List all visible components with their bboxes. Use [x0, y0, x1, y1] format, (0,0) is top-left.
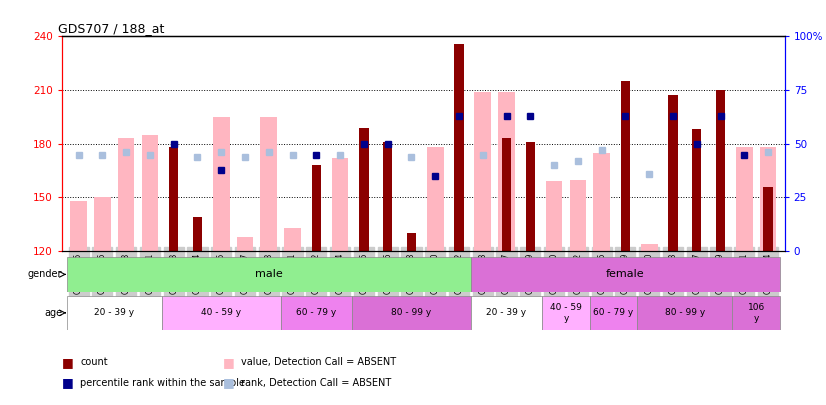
Bar	[118, 139, 135, 251]
Bar	[733, 296, 780, 330]
Bar	[237, 237, 254, 251]
Bar	[668, 96, 677, 251]
Text: rank, Detection Call = ABSENT: rank, Detection Call = ABSENT	[241, 378, 392, 388]
Bar	[546, 181, 563, 251]
Bar	[760, 147, 776, 251]
Bar	[67, 257, 471, 292]
Bar	[570, 179, 586, 251]
Bar	[169, 147, 178, 251]
Text: ■: ■	[223, 376, 235, 389]
Bar	[284, 228, 301, 251]
Bar	[213, 117, 230, 251]
Bar	[692, 130, 701, 251]
Bar	[620, 81, 630, 251]
Text: female: female	[606, 269, 645, 279]
Text: 60 - 79 y: 60 - 79 y	[593, 308, 634, 318]
Bar	[67, 296, 162, 330]
Bar	[311, 165, 321, 251]
Text: GDS707 / 188_at: GDS707 / 188_at	[59, 22, 164, 35]
Bar	[352, 296, 471, 330]
Bar	[498, 92, 515, 251]
Bar	[94, 198, 111, 251]
Bar	[716, 90, 725, 251]
Bar	[736, 147, 752, 251]
Text: percentile rank within the sample: percentile rank within the sample	[80, 378, 245, 388]
Bar	[474, 92, 491, 251]
Bar	[501, 139, 511, 251]
Bar	[525, 142, 535, 251]
Text: 20 - 39 y: 20 - 39 y	[487, 308, 527, 318]
Text: age: age	[45, 308, 63, 318]
Text: gender: gender	[28, 269, 63, 279]
Bar	[638, 296, 733, 330]
Text: ■: ■	[62, 376, 74, 389]
Bar	[471, 296, 542, 330]
Bar	[162, 296, 281, 330]
Bar	[70, 201, 87, 251]
Text: ■: ■	[62, 356, 74, 369]
Text: 80 - 99 y: 80 - 99 y	[392, 308, 431, 318]
Bar	[260, 117, 277, 251]
Text: 40 - 59
y: 40 - 59 y	[550, 303, 582, 322]
Bar	[427, 147, 444, 251]
Text: 106
y: 106 y	[748, 303, 765, 322]
Bar	[593, 153, 610, 251]
Text: 80 - 99 y: 80 - 99 y	[665, 308, 705, 318]
Bar	[359, 128, 368, 251]
Bar	[192, 217, 202, 251]
Text: value, Detection Call = ABSENT: value, Detection Call = ABSENT	[241, 358, 396, 367]
Bar	[141, 135, 159, 251]
Bar	[641, 244, 657, 251]
Bar	[763, 187, 773, 251]
Text: 20 - 39 y: 20 - 39 y	[94, 308, 135, 318]
Bar	[454, 44, 463, 251]
Bar	[406, 233, 416, 251]
Text: 40 - 59 y: 40 - 59 y	[202, 308, 241, 318]
Text: ■: ■	[223, 356, 235, 369]
Bar	[383, 142, 392, 251]
Bar	[471, 257, 780, 292]
Bar	[542, 296, 590, 330]
Text: male: male	[255, 269, 282, 279]
Text: count: count	[80, 358, 107, 367]
Text: 60 - 79 y: 60 - 79 y	[297, 308, 336, 318]
Bar	[281, 296, 352, 330]
Bar	[590, 296, 638, 330]
Bar	[332, 158, 349, 251]
